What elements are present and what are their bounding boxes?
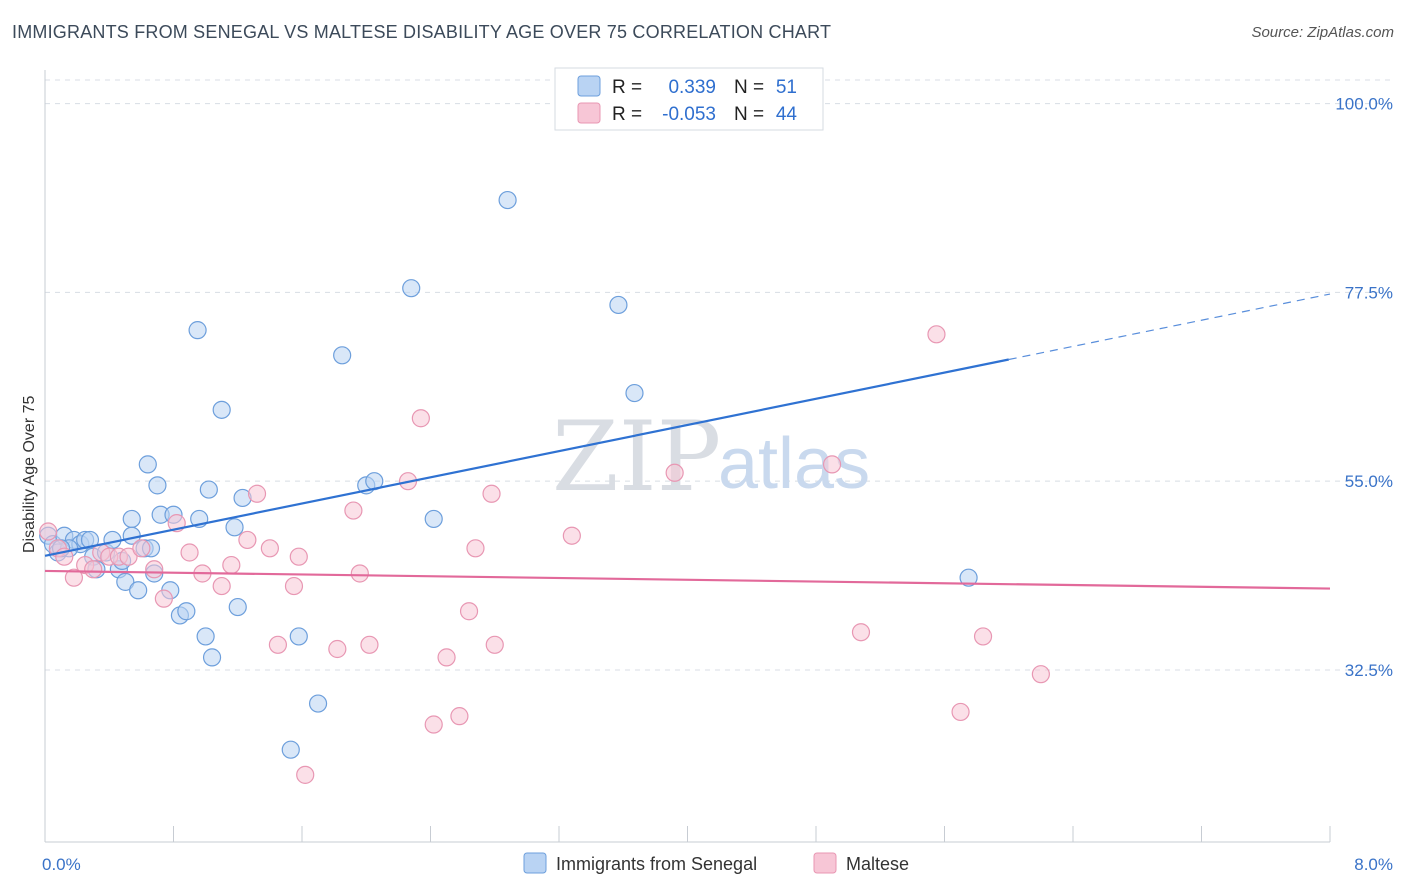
maltese-point: [411, 409, 430, 428]
y-axis-label: Disability Age Over 75: [21, 395, 38, 553]
senegal-point: [424, 509, 443, 529]
senegal-point: [225, 518, 244, 537]
maltese-point: [851, 623, 871, 642]
maltese-point: [951, 702, 970, 722]
trend-lines: [44, 293, 1331, 590]
series-legend: Immigrants from Senegal Maltese: [523, 852, 909, 874]
legend-r-value-2: -0.053: [662, 104, 716, 125]
maltese-point: [180, 543, 199, 562]
maltese-point: [268, 635, 288, 654]
maltese-point: [238, 530, 257, 550]
legend-swatch-senegal: [577, 75, 601, 97]
maltese-point: [212, 576, 231, 596]
senegal-point: [116, 572, 135, 591]
maltese-point: [466, 539, 485, 558]
maltese-point: [927, 325, 946, 344]
senegal-point: [281, 740, 300, 759]
axes: [44, 70, 1331, 843]
senegal-point: [308, 694, 328, 713]
maltese-point: [424, 715, 443, 734]
maltese-point: [973, 627, 993, 646]
senegal-point: [228, 597, 247, 617]
y-tick-label: 100.0%: [1335, 95, 1393, 114]
senegal-point: [177, 602, 196, 621]
maltese-point: [154, 589, 173, 608]
legend-swatch-maltese: [577, 102, 601, 124]
legend-n-label-2: N =: [734, 104, 764, 125]
bottom-legend-swatch-maltese: [813, 852, 837, 874]
maltese-point: [328, 639, 347, 659]
maltese-point: [344, 501, 363, 520]
x-tick-label: 8.0%: [1354, 855, 1393, 874]
senegal-point: [122, 509, 141, 529]
maltese-point: [284, 576, 304, 596]
watermark-zip: ZIP: [552, 401, 721, 513]
senegal-point: [138, 455, 157, 474]
watermark-atlas: atlas: [718, 424, 870, 504]
maltese-point: [665, 463, 684, 482]
senegal-point: [80, 530, 100, 550]
data-points: [39, 190, 1050, 784]
senegal-point: [129, 581, 148, 600]
maltese-point: [360, 635, 379, 654]
senegal-trend-line: [44, 358, 1009, 557]
y-tick-label: 32.5%: [1345, 661, 1393, 680]
y-tick-labels: 32.5% 55.0% 77.5% 100.0%: [1335, 95, 1393, 680]
chart-title: IMMIGRANTS FROM SENEGAL VS MALTESE DISAB…: [12, 22, 832, 42]
senegal-point: [148, 476, 167, 495]
maltese-point: [64, 568, 84, 587]
senegal-point: [212, 400, 231, 419]
y-tick-label: 77.5%: [1345, 283, 1393, 302]
maltese-point: [119, 547, 138, 566]
senegal-point: [188, 321, 207, 340]
maltese-point: [437, 648, 456, 667]
maltese-point: [132, 539, 151, 558]
senegal-point: [333, 346, 352, 365]
maltese-point: [289, 547, 308, 566]
maltese-point: [822, 455, 842, 474]
legend-n-value-1: 51: [776, 77, 797, 98]
maltese-point: [145, 560, 164, 579]
x-tick-labels: 0.0% 8.0%: [42, 855, 1393, 874]
maltese-point: [1031, 665, 1050, 684]
maltese-point: [350, 564, 369, 583]
bottom-legend-swatch-senegal: [523, 852, 547, 874]
correlation-legend: R = 0.339 N = 51 R = -0.053 N = 44: [554, 67, 824, 131]
maltese-point: [562, 526, 581, 545]
maltese-point: [247, 484, 267, 503]
maltese-point: [482, 484, 501, 503]
senegal-point: [202, 648, 222, 667]
maltese-point: [450, 707, 469, 726]
legend-n-value-2: 44: [776, 104, 798, 125]
senegal-point: [402, 279, 421, 298]
y-tick-label: 55.0%: [1345, 472, 1393, 491]
senegal-point: [289, 627, 308, 646]
senegal-point: [625, 383, 644, 403]
maltese-trend-line: [44, 569, 1331, 590]
bottom-legend-label-maltese: Maltese: [846, 854, 909, 874]
maltese-point: [222, 555, 241, 575]
maltese-point: [39, 522, 58, 541]
senegal-point: [609, 295, 628, 315]
maltese-point: [459, 602, 479, 621]
legend-r-label-2: R =: [612, 104, 642, 125]
senegal-point: [959, 568, 978, 587]
legend-n-label-1: N =: [734, 77, 764, 98]
senegal-point: [498, 190, 517, 210]
source-credit: Source: ZipAtlas.com: [1251, 24, 1394, 41]
maltese-point: [260, 539, 279, 558]
gridlines: [45, 79, 1395, 671]
maltese-point: [296, 765, 315, 784]
bottom-legend-label-senegal: Immigrants from Senegal: [556, 854, 757, 874]
senegal-trend-extension: [1008, 293, 1331, 361]
senegal-point: [199, 480, 218, 499]
maltese-point: [84, 560, 103, 579]
senegal-point: [196, 627, 215, 646]
maltese-point: [485, 635, 504, 654]
legend-r-value-1: 0.339: [668, 77, 716, 98]
x-tick-label: 0.0%: [42, 855, 81, 874]
legend-r-label-1: R =: [612, 77, 642, 98]
